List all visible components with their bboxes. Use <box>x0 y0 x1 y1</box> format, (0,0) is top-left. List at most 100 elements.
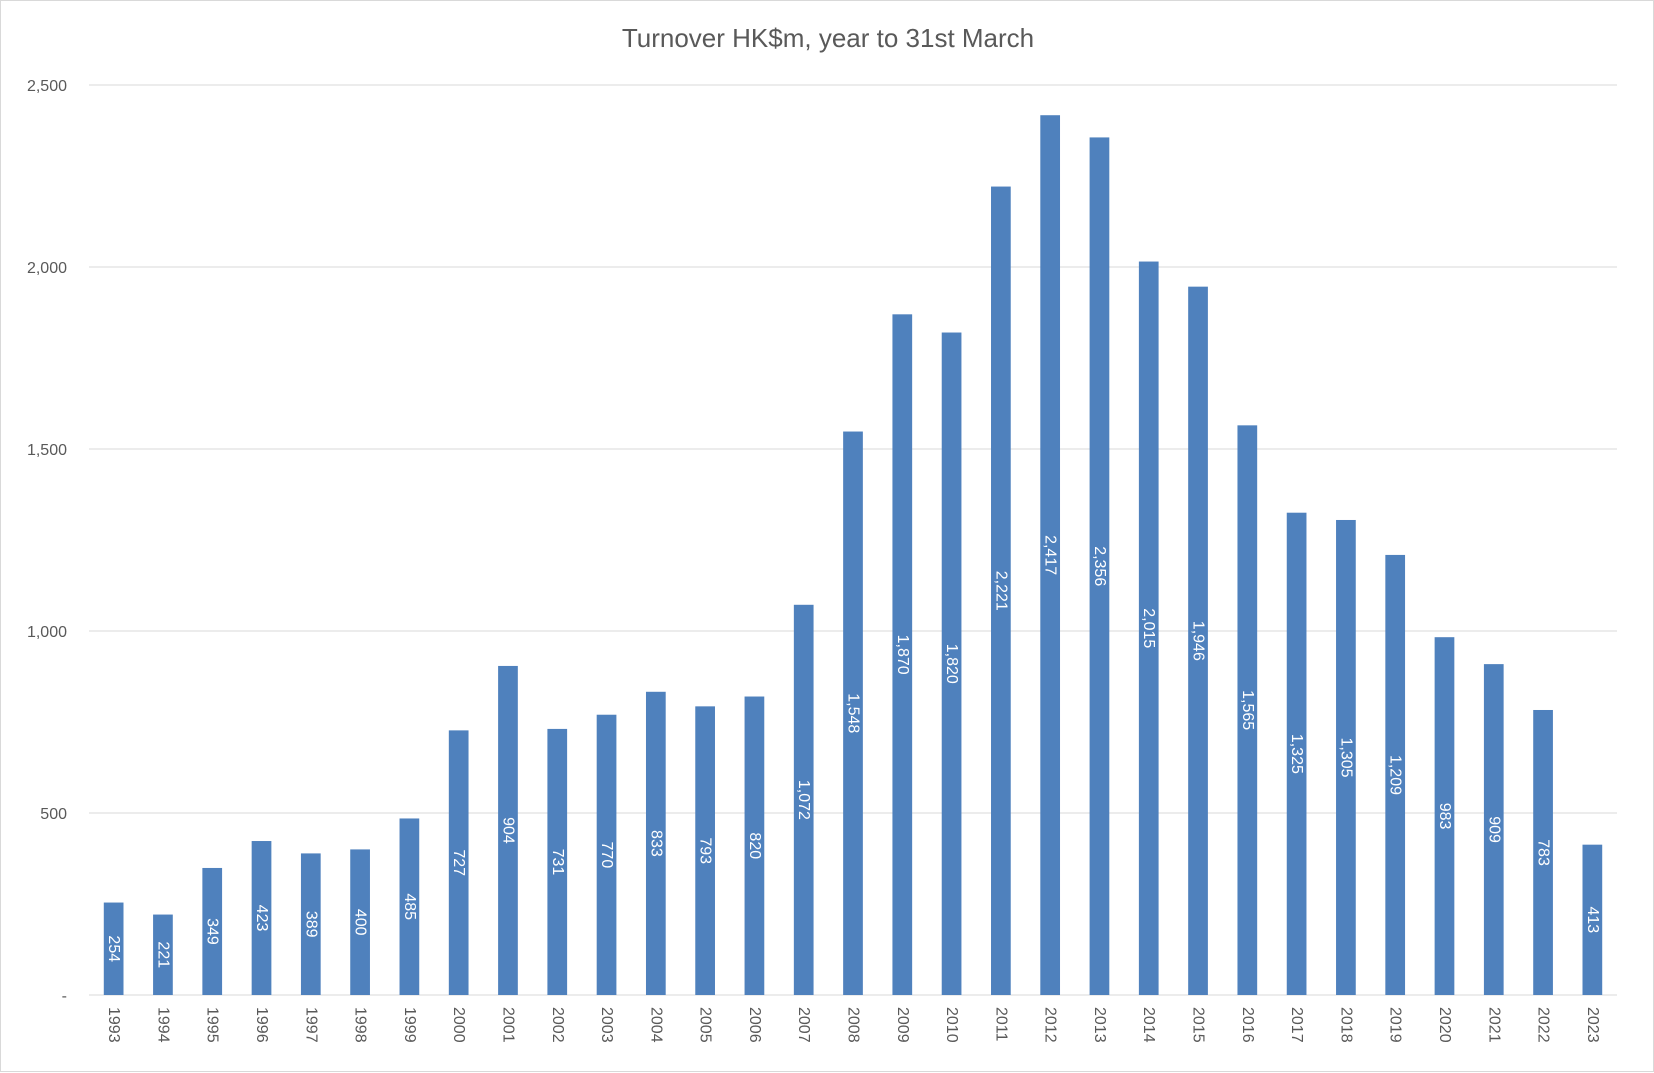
data-label-2000: 727 <box>450 849 467 876</box>
bar-2016 <box>1237 425 1258 996</box>
x-tick-label-1994: 1994 <box>154 1007 171 1043</box>
data-label-1993: 254 <box>105 935 122 962</box>
bar-2010 <box>941 332 962 995</box>
x-tick-label-1993: 1993 <box>105 1007 122 1043</box>
bar-2021 <box>1483 664 1504 995</box>
bar-2001 <box>498 665 518 995</box>
data-label-2014: 2,015 <box>1140 608 1157 648</box>
x-tick-label-2012: 2012 <box>1042 1007 1059 1043</box>
data-label-2019: 1,209 <box>1387 755 1404 795</box>
data-label-1999: 485 <box>401 893 418 920</box>
bar-2019 <box>1385 554 1406 995</box>
x-tick-label-2001: 2001 <box>499 1007 516 1043</box>
x-tick-label-2009: 2009 <box>894 1007 911 1043</box>
x-tick-label-2008: 2008 <box>845 1007 862 1043</box>
bar-1995 <box>202 867 223 995</box>
data-label-1996: 423 <box>253 905 270 932</box>
x-tick-label-2020: 2020 <box>1436 1007 1453 1043</box>
data-label-2002: 731 <box>549 849 566 876</box>
data-label-1995: 349 <box>204 918 221 945</box>
bar-2006 <box>744 696 765 995</box>
x-tick-label-2017: 2017 <box>1288 1007 1305 1043</box>
y-tick-label: - <box>62 988 67 1005</box>
y-tick-label: 500 <box>40 806 67 823</box>
x-tick-label-2016: 2016 <box>1239 1007 1256 1043</box>
data-label-2017: 1,325 <box>1288 734 1305 774</box>
x-tick-label-2018: 2018 <box>1337 1007 1354 1043</box>
bar-1996 <box>251 841 272 995</box>
x-tick-label-1996: 1996 <box>253 1007 270 1043</box>
bar-2007 <box>793 604 814 995</box>
bars <box>103 115 1603 996</box>
data-label-2020: 983 <box>1436 803 1453 830</box>
x-tick-label-1999: 1999 <box>401 1007 418 1043</box>
data-label-2016: 1,565 <box>1239 690 1256 730</box>
x-tick-label-2015: 2015 <box>1190 1007 1207 1043</box>
bar-2004 <box>645 691 666 995</box>
data-label-2011: 2,221 <box>992 571 1009 611</box>
bar-2017 <box>1286 512 1307 995</box>
x-tick-label-1995: 1995 <box>204 1007 221 1043</box>
bar-1994 <box>153 914 173 995</box>
bar-2020 <box>1434 637 1455 995</box>
x-tick-label-2014: 2014 <box>1140 1007 1157 1043</box>
data-label-2008: 1,548 <box>845 693 862 733</box>
x-tick-label-2013: 2013 <box>1091 1007 1108 1043</box>
x-tick-label-2006: 2006 <box>746 1007 763 1043</box>
data-labels: 254 221 349 423 389 400 485 727 904 731 770 833 793 8… <box>105 535 1601 968</box>
bar-2005 <box>695 706 715 995</box>
bar-2002 <box>547 728 568 995</box>
chart-title: Turnover HK$m, year to 31st March <box>622 23 1034 53</box>
data-label-2004: 833 <box>647 830 664 857</box>
bar-2015 <box>1188 286 1208 995</box>
bar-2018 <box>1336 519 1356 995</box>
x-tick-label-2000: 2000 <box>450 1007 467 1043</box>
bar-2003 <box>596 714 617 995</box>
data-label-2010: 1,820 <box>943 644 960 684</box>
data-label-2021: 909 <box>1485 816 1502 843</box>
x-tick-label-2011: 2011 <box>992 1007 1009 1042</box>
x-tick-label-2005: 2005 <box>697 1007 714 1043</box>
bar-1993 <box>103 902 124 995</box>
x-tick-label-2023: 2023 <box>1584 1007 1601 1043</box>
y-tick-label: 2,000 <box>27 260 67 277</box>
bar-1999 <box>399 818 420 995</box>
y-axis-ticks: - 500 1,000 1,500 2,000 2,500 <box>27 78 67 1005</box>
x-tick-label-2010: 2010 <box>943 1007 960 1043</box>
bar-2022 <box>1533 709 1553 995</box>
data-label-1994: 221 <box>154 941 171 968</box>
bar-1998 <box>350 849 370 995</box>
bar-2014 <box>1138 261 1159 995</box>
y-tick-label: 1,000 <box>27 624 67 641</box>
x-tick-label-2021: 2021 <box>1485 1007 1502 1043</box>
bar-2009 <box>892 314 913 995</box>
x-tick-label-2003: 2003 <box>598 1007 615 1043</box>
bar-1997 <box>300 853 321 995</box>
data-label-1997: 389 <box>302 911 319 938</box>
data-label-2007: 1,072 <box>795 780 812 820</box>
data-label-2013: 2,356 <box>1091 546 1108 586</box>
data-label-2018: 1,305 <box>1337 737 1354 777</box>
bar-2011 <box>991 186 1011 995</box>
x-tick-label-2002: 2002 <box>549 1007 566 1043</box>
data-label-2006: 820 <box>746 832 763 859</box>
data-label-2023: 413 <box>1584 906 1601 933</box>
data-label-1998: 400 <box>352 909 369 936</box>
data-label-2003: 770 <box>598 842 615 869</box>
data-label-2001: 904 <box>499 817 516 844</box>
x-tick-label-1998: 1998 <box>352 1007 369 1043</box>
x-tick-label-1997: 1997 <box>302 1007 319 1043</box>
bar-2023 <box>1582 844 1603 995</box>
y-tick-label: 1,500 <box>27 442 67 459</box>
x-tick-label-2004: 2004 <box>647 1007 664 1043</box>
y-tick-label: 2,500 <box>27 78 67 95</box>
x-tick-label-2019: 2019 <box>1387 1007 1404 1043</box>
bar-2012 <box>1040 115 1061 996</box>
bar-2000 <box>448 730 469 995</box>
data-label-2009: 1,870 <box>894 635 911 675</box>
data-label-2005: 793 <box>697 837 714 864</box>
data-label-2015: 1,946 <box>1190 621 1207 661</box>
data-label-2012: 2,417 <box>1042 535 1059 575</box>
